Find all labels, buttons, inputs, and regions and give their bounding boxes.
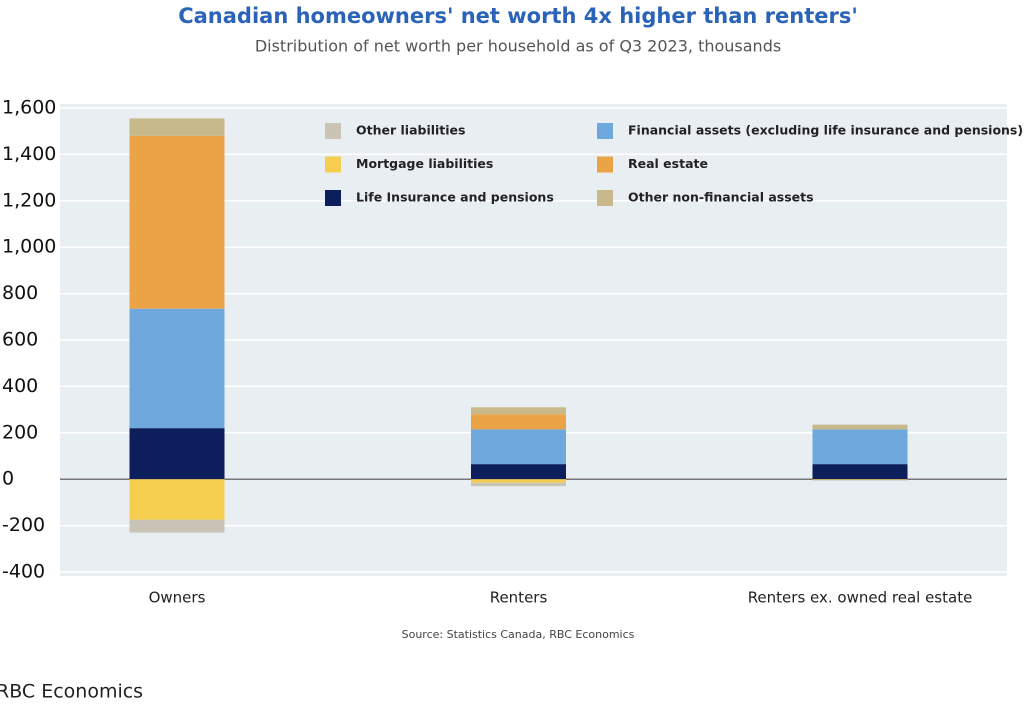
bar-segment — [812, 424, 908, 430]
bar-segment — [812, 479, 908, 480]
legend-label: Other non-financial assets — [628, 190, 814, 205]
legend-label: Real estate — [628, 156, 708, 171]
bar-segment — [471, 464, 566, 480]
bar-segment — [812, 479, 908, 481]
y-tick-label: 1,400 — [2, 143, 56, 165]
bar-segment — [129, 135, 225, 309]
chart-subtitle: Distribution of net worth per household … — [255, 37, 781, 56]
bar-segment — [129, 519, 225, 533]
y-tick-label: 0 — [2, 468, 14, 490]
legend-swatch — [325, 190, 341, 206]
bar-segment — [471, 414, 566, 430]
legend-label: Other liabilities — [356, 123, 465, 138]
bar-segment — [129, 308, 225, 429]
legend-swatch — [597, 190, 613, 206]
bar-segment — [471, 407, 566, 415]
bar-segment — [129, 479, 225, 520]
bar-segment — [129, 428, 225, 480]
source: Source: Statistics Canada, RBC Economics — [402, 628, 635, 641]
chart-title: Canadian homeowners' net worth 4x higher… — [178, 4, 858, 28]
bar-segment — [812, 429, 908, 465]
y-tick-label: 600 — [2, 329, 38, 351]
y-tick-label: 1,600 — [2, 97, 56, 119]
legend-label: Mortgage liabilities — [356, 156, 493, 171]
footer: RBC Economics — [0, 681, 143, 703]
bar-segment — [812, 464, 908, 480]
y-tick-label: 800 — [2, 282, 38, 304]
legend-swatch — [597, 156, 613, 173]
y-tick-label: 400 — [2, 375, 38, 397]
x-tick-label: Owners — [149, 589, 206, 607]
bar-segment — [471, 429, 566, 465]
bar-segment — [129, 118, 225, 136]
bar-segment — [471, 482, 566, 487]
legend-swatch — [597, 123, 613, 139]
legend-label: Life Insurance and pensions — [356, 190, 554, 205]
legend-swatch — [325, 123, 341, 139]
y-tick-label: 1,000 — [2, 236, 56, 258]
x-tick-label: Renters — [490, 589, 548, 607]
y-tick-label: 200 — [2, 421, 38, 443]
legend-label: Financial assets (excluding life insuran… — [628, 123, 1023, 138]
y-tick-label: -200 — [2, 514, 45, 536]
legend-swatch — [325, 156, 341, 173]
y-tick-label: 1,200 — [2, 189, 56, 211]
bar-segment — [471, 479, 566, 483]
y-tick-label: -400 — [2, 561, 45, 583]
x-tick-label: Renters ex. owned real estate — [748, 589, 973, 607]
